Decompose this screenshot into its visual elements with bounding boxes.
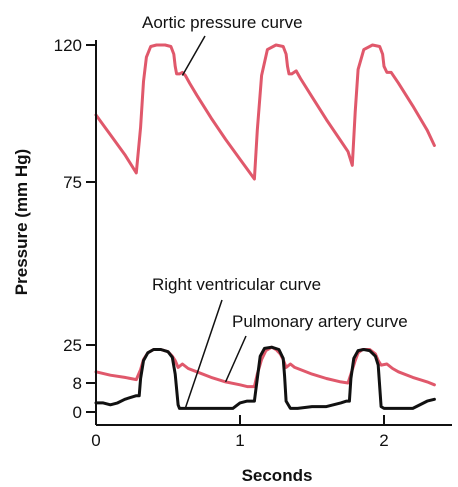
x-axis-title: Seconds <box>242 466 313 485</box>
annotation-leader <box>224 335 247 383</box>
x-tick-label: 2 <box>379 431 388 450</box>
y-tick-label: 0 <box>73 403 82 422</box>
annotations: Aortic pressure curve Right ventricular c… <box>142 13 408 409</box>
y-tick-label: 25 <box>63 336 82 355</box>
annotation-label: Pulmonary artery curve <box>232 312 408 331</box>
y-tick-label: 75 <box>63 173 82 192</box>
x-tick-label: 0 <box>91 431 100 450</box>
ventricular-curve <box>94 345 436 410</box>
y-axis-title: Pressure (mm Hg) <box>12 149 31 295</box>
annotation-leader <box>181 35 206 76</box>
aortic-curve <box>94 43 436 181</box>
annotation-label: Aortic pressure curve <box>142 13 303 32</box>
plot-area <box>94 43 436 410</box>
x-tick-label: 1 <box>235 431 244 450</box>
annotation-leader <box>184 299 223 409</box>
y-tick-label: 120 <box>54 36 82 55</box>
axes: 0 8 25 75 120 0 1 2 <box>54 36 452 450</box>
annotation-label: Right ventricular curve <box>152 275 321 294</box>
y-tick-label: 8 <box>73 374 82 393</box>
